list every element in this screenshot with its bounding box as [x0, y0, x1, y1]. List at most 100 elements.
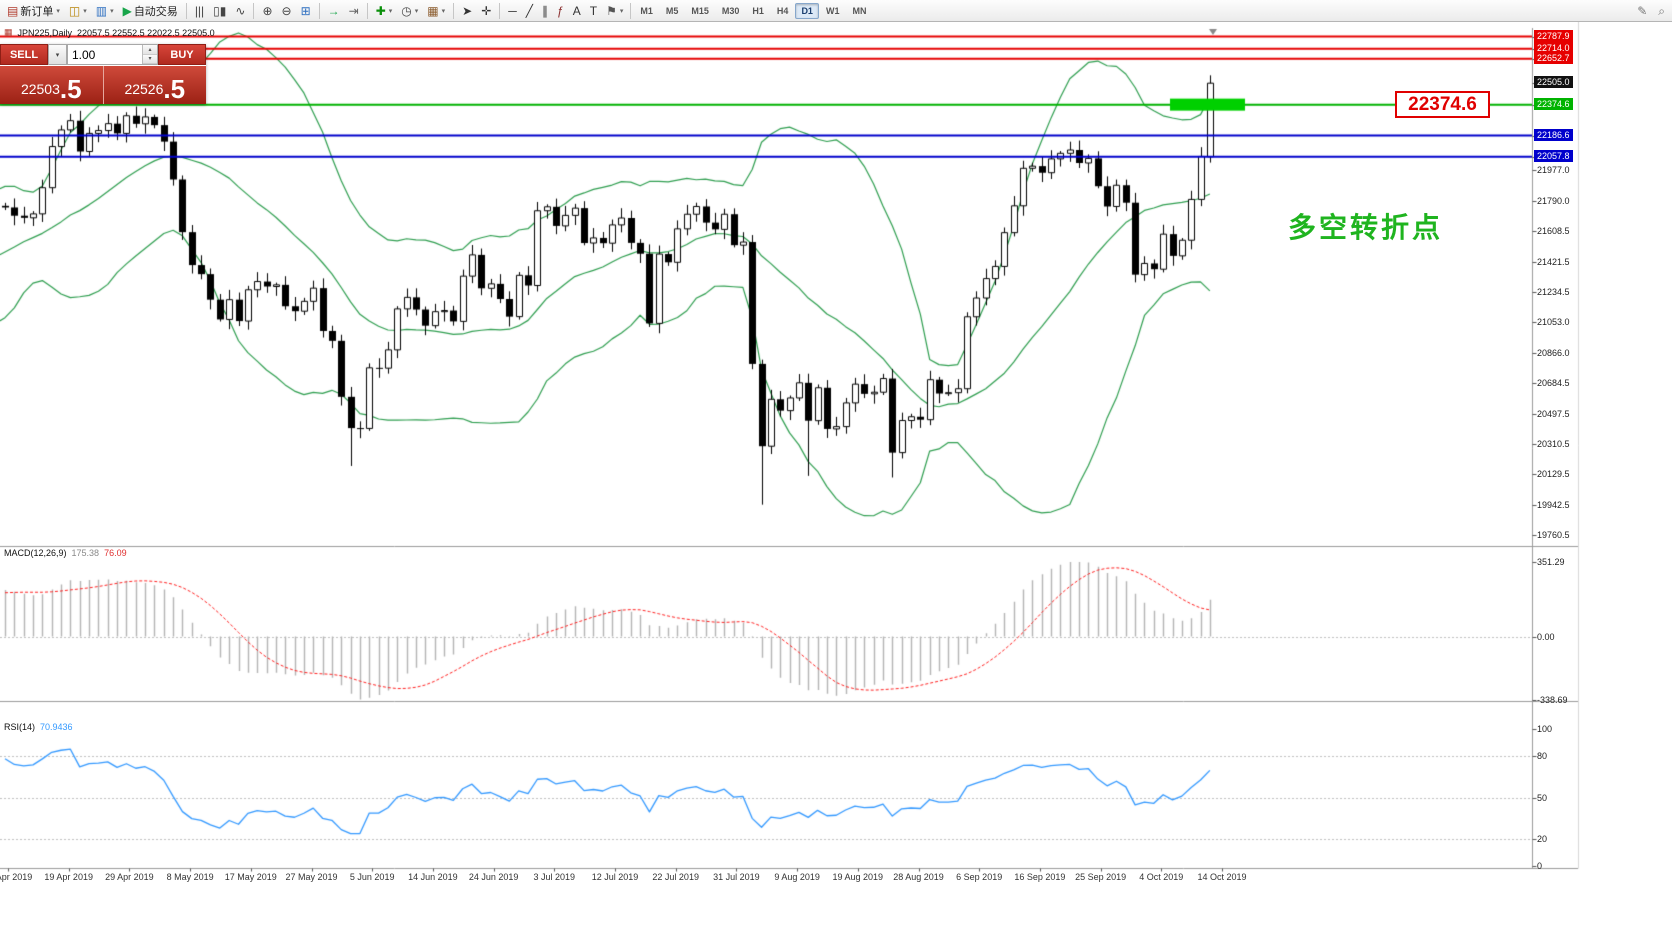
autotrading-button[interactable]: ▶ 自动交易	[119, 2, 182, 20]
trendline-button[interactable]: ╱	[522, 2, 537, 20]
timeframe-button-MN[interactable]: MN	[852, 5, 867, 16]
order-prices-row: 22503 .5 22526 .5	[0, 66, 206, 104]
date-label: 14 Oct 2019	[1197, 872, 1247, 882]
price-axis-label: 21234.5	[1537, 287, 1570, 298]
order-controls-row: SELL ▾ 1.00 ▴ ▾ BUY	[0, 44, 206, 66]
templates-button[interactable]: ▦ ▾	[423, 2, 449, 20]
horizontal-line-button[interactable]: ─	[504, 2, 521, 20]
chart-shift-button[interactable]: ⇥	[345, 2, 363, 20]
sell-price-display[interactable]: 22503 .5	[0, 66, 104, 104]
new-chart-button[interactable]: ◫ ▾	[65, 2, 91, 20]
text-icon: A	[572, 3, 581, 18]
rsi-label: RSI(14) 70.9436	[4, 722, 73, 732]
macd-label: MACD(12,26,9) 175.38 76.09	[4, 548, 127, 558]
periods-button[interactable]: ◷ ▾	[397, 2, 422, 20]
timeframe-button-W1[interactable]: W1	[825, 5, 840, 16]
price-level-label-blue: 22186.6	[1534, 128, 1573, 141]
price-level-label-red: 22787.9	[1534, 29, 1573, 42]
buy-button[interactable]: BUY	[158, 44, 206, 65]
volume-field[interactable]: 1.00 ▴ ▾	[67, 44, 158, 65]
text-button[interactable]: A	[569, 2, 585, 20]
sell-price-frac: .5	[59, 73, 82, 104]
trendline-icon: ╱	[525, 3, 534, 18]
date-label: 10 Apr 2019	[0, 872, 33, 882]
cursor-button[interactable]: ➤	[458, 2, 476, 20]
date-label: 9 Aug 2019	[774, 872, 820, 882]
date-label: 19 Apr 2019	[44, 872, 93, 882]
price-level-label-red: 22652.7	[1534, 51, 1573, 64]
spin-down-icon[interactable]: ▾	[143, 54, 157, 64]
price-chart-canvas[interactable]	[0, 22, 1672, 945]
ohlc-values: 22057.5 22552.5 22022.5 22505.0	[77, 27, 215, 38]
tile-windows-button[interactable]: ⊞	[297, 2, 315, 20]
caret-down-icon: ▾	[388, 7, 393, 15]
fibonacci-button[interactable]: ƒ	[553, 2, 568, 20]
new-order-button-label: 新订单	[20, 5, 54, 18]
volume-spinner[interactable]: ▴ ▾	[142, 45, 157, 64]
timeframe-button-D1[interactable]: D1	[795, 2, 819, 19]
toolbar-separator	[185, 2, 187, 19]
date-label: 4 Oct 2019	[1139, 872, 1184, 882]
price-axis-label: 21421.5	[1537, 256, 1570, 267]
channel-button[interactable]: ∥	[538, 2, 552, 20]
date-label: 27 May 2019	[285, 872, 338, 882]
tile-windows-icon: ⊞	[300, 3, 311, 18]
timeframe-button-M5[interactable]: M5	[665, 5, 679, 16]
spin-up-icon[interactable]: ▴	[143, 45, 157, 55]
toolbar-groups: ▤ 新订单 ▾ ◫ ▾ ▥ ▾ ▶ 自动交易 ||| ▯▮ ∿ ⊕ ⊖ ⊞ → ⇥ ✚ ▾ ◷ ▾ ▦ ▾ ➤ ✛ ─ ╱ ∥ ƒ A T ⚑…	[3, 2, 627, 20]
bid-price-label: 22505.0	[1534, 76, 1573, 89]
volume-value[interactable]: 1.00	[72, 48, 96, 62]
macd-scale-label: 351.29	[1537, 557, 1565, 567]
crosshair-button[interactable]: ✛	[477, 2, 495, 20]
arrows-button[interactable]: ⚑ ▾	[602, 2, 627, 20]
timeframe-button-M15[interactable]: M15	[691, 5, 709, 16]
buy-price-main: 22526	[124, 81, 164, 97]
buy-price-display[interactable]: 22526 .5	[103, 66, 206, 104]
price-axis-label: 20310.5	[1537, 439, 1570, 450]
text-label-button[interactable]: T	[586, 2, 601, 20]
fibonacci-icon: ƒ	[557, 3, 564, 18]
timeframe-button-M30[interactable]: M30	[721, 5, 740, 16]
price-level-label-red: 22714.0	[1534, 41, 1573, 54]
new-order-button[interactable]: ▤ 新订单 ▾	[3, 2, 64, 20]
symbol-period-label: JPN225,Daily	[17, 27, 73, 38]
time-axis[interactable]	[0, 868, 1532, 888]
macd-name: MACD(12,26,9)	[4, 548, 67, 558]
profiles-button[interactable]: ▥ ▾	[92, 2, 118, 20]
zoom-in-button[interactable]: ⊕	[258, 2, 276, 20]
rsi-scale-label: 100	[1537, 724, 1553, 734]
chart-window: ▦ JPN225,Daily 22057.5 22552.5 22022.5 2…	[0, 22, 1672, 945]
caret-down-icon: ▾	[414, 7, 419, 15]
edit-button[interactable]: ✎	[1633, 2, 1651, 20]
timeframe-button-H1[interactable]: H1	[752, 5, 764, 16]
search-button[interactable]: ⌕	[1654, 2, 1669, 20]
volume-dropdown-button[interactable]: ▾	[48, 44, 67, 65]
text-label-icon: T	[589, 3, 598, 18]
crosshair-icon: ✛	[481, 3, 492, 18]
date-label: 24 Jun 2019	[468, 872, 519, 882]
line-chart-button[interactable]: ∿	[231, 2, 249, 20]
price-axis-label: 20684.5	[1537, 377, 1570, 388]
candlestick-chart-button[interactable]: ▯▮	[209, 2, 230, 20]
price-axis-label: 21053.0	[1537, 317, 1570, 328]
bar-chart-button[interactable]: |||	[191, 2, 208, 20]
sell-button[interactable]: SELL	[0, 44, 48, 65]
auto-scroll-button[interactable]: →	[324, 2, 344, 20]
edit-icon: ✎	[1637, 3, 1648, 18]
date-label: 12 Jul 2019	[591, 872, 639, 882]
timeframe-button-M1[interactable]: M1	[640, 5, 653, 16]
sell-price-main: 22503	[20, 81, 60, 97]
chart-shift-icon: ⇥	[348, 3, 359, 18]
price-level-callout[interactable]: 22374.6	[1395, 91, 1490, 118]
arrows-icon: ⚑	[606, 3, 617, 18]
autotrading-icon: ▶	[122, 3, 132, 18]
date-label: 19 Aug 2019	[832, 872, 884, 882]
timeframe-button-H4[interactable]: H4	[776, 5, 789, 16]
autotrading-button-label: 自动交易	[133, 5, 178, 18]
chart-title: ▦ JPN225,Daily 22057.5 22552.5 22022.5 2…	[4, 27, 215, 38]
indicators-button[interactable]: ✚ ▾	[372, 2, 397, 20]
macd-main-value: 175.38	[71, 548, 100, 558]
zoom-out-button[interactable]: ⊖	[278, 2, 296, 20]
main-toolbar: ▤ 新订单 ▾ ◫ ▾ ▥ ▾ ▶ 自动交易 ||| ▯▮ ∿ ⊕ ⊖ ⊞ → ⇥ ✚ ▾ ◷ ▾ ▦ ▾ ➤ ✛ ─ ╱ ∥ ƒ A T ⚑…	[0, 0, 1672, 22]
toolbar-right-group: ✎ ⌕	[1633, 2, 1669, 20]
